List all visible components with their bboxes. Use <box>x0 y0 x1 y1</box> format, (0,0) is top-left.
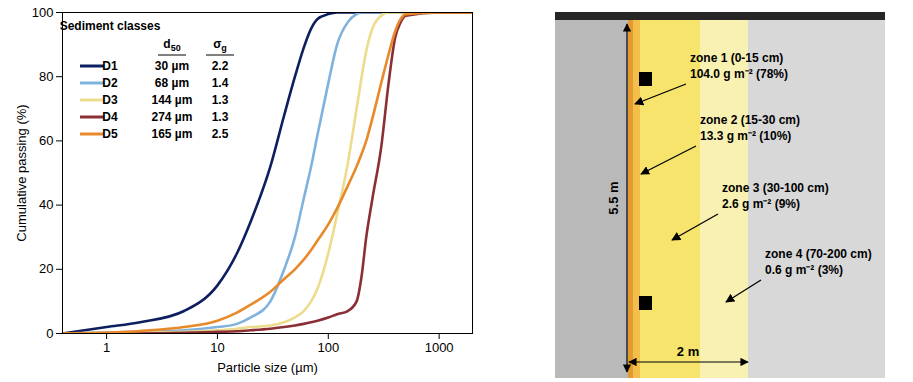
svg-text:165 µm: 165 µm <box>152 127 193 141</box>
svg-text:D5: D5 <box>102 127 118 141</box>
svg-text:80: 80 <box>39 69 53 84</box>
svg-text:104.0 g m⁻² (78%): 104.0 g m⁻² (78%) <box>690 67 788 81</box>
svg-text:2 m: 2 m <box>677 344 699 359</box>
svg-text:274 µm: 274 µm <box>152 110 193 124</box>
svg-text:100: 100 <box>32 5 54 20</box>
svg-text:2.2: 2.2 <box>212 59 229 73</box>
svg-text:1: 1 <box>103 340 110 355</box>
svg-text:zone 2 (15-30 cm): zone 2 (15-30 cm) <box>700 113 800 127</box>
svg-text:zone 1 (0-15 cm): zone 1 (0-15 cm) <box>690 51 783 65</box>
svg-text:1000: 1000 <box>425 340 454 355</box>
svg-text:68 µm: 68 µm <box>155 76 189 90</box>
svg-text:13.3 g m⁻² (10%): 13.3 g m⁻² (10%) <box>700 129 791 143</box>
svg-text:zone 4 (70-200 cm): zone 4 (70-200 cm) <box>765 247 872 261</box>
svg-text:30 µm: 30 µm <box>155 59 189 73</box>
svg-text:Cumulative passing (%): Cumulative passing (%) <box>14 104 29 241</box>
svg-text:Particle size (µm): Particle size (µm) <box>217 360 318 375</box>
svg-text:0: 0 <box>46 326 53 341</box>
svg-text:d50: d50 <box>163 37 180 53</box>
svg-text:0.6 g m⁻² (3%): 0.6 g m⁻² (3%) <box>765 263 843 277</box>
svg-text:Sediment classes: Sediment classes <box>60 19 161 33</box>
svg-text:σg: σg <box>213 37 227 53</box>
svg-text:1.4: 1.4 <box>212 76 229 90</box>
svg-text:D4: D4 <box>102 110 118 124</box>
svg-text:D1: D1 <box>102 59 118 73</box>
svg-text:2.6 g m⁻² (9%): 2.6 g m⁻² (9%) <box>722 197 800 211</box>
svg-text:20: 20 <box>39 261 53 276</box>
svg-text:5.5 m: 5.5 m <box>606 181 621 214</box>
svg-text:100: 100 <box>317 340 339 355</box>
svg-text:2.5: 2.5 <box>212 127 229 141</box>
svg-text:1.3: 1.3 <box>212 93 229 107</box>
svg-text:D2: D2 <box>102 76 118 90</box>
svg-text:zone 3 (30-100 cm): zone 3 (30-100 cm) <box>722 181 829 195</box>
svg-text:D3: D3 <box>102 93 118 107</box>
svg-text:1.3: 1.3 <box>212 110 229 124</box>
svg-text:40: 40 <box>39 197 53 212</box>
svg-text:144 µm: 144 µm <box>152 93 193 107</box>
svg-text:60: 60 <box>39 133 53 148</box>
svg-text:10: 10 <box>210 340 224 355</box>
